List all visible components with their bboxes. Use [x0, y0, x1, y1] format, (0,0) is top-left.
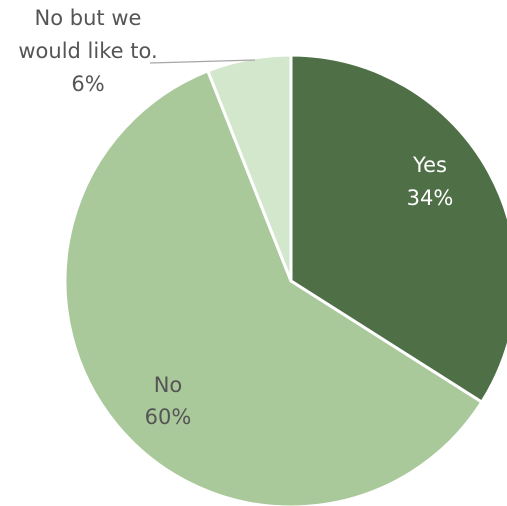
- slice-label-yes: Yes 34%: [407, 153, 454, 210]
- slice-category-label: No: [154, 373, 183, 397]
- pie-slice-no-but-we-would-like-to: [206, 53, 293, 283]
- pie-slices: [63, 53, 507, 506]
- slice-labels: Yes 34% No 60% No but we would like to. 6%: [18, 6, 453, 429]
- slice-category-label: No but we: [35, 6, 142, 30]
- slice-percent-label: 34%: [407, 186, 454, 210]
- slice-percent-label: 60%: [145, 405, 192, 429]
- pie-slice-yes: [289, 53, 507, 404]
- slice-category-label: would like to.: [18, 39, 157, 63]
- pie-slice-no: [63, 69, 484, 506]
- slice-label-no-but-we-would-like-to: No but we would like to. 6%: [18, 6, 157, 96]
- leader-line-no-but-we-would-like-to: [149, 59, 256, 64]
- slice-category-label: Yes: [412, 153, 447, 177]
- slice-label-no: No 60%: [145, 373, 192, 429]
- leader-lines: [149, 59, 256, 64]
- slice-percent-label: 6%: [71, 72, 104, 96]
